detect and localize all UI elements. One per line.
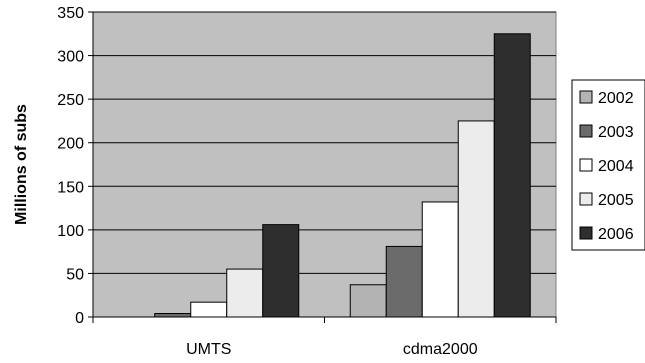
legend-label-2002: 2002 [598,90,634,107]
axes: 0 50 100 150 200 250 300 350 UMTS cdma2000 [57,5,557,358]
y-tick-label: 350 [57,5,84,22]
bar-UMTS-2004 [190,301,228,318]
y-tick-label: 100 [57,223,84,240]
y-tick-label: 0 [75,310,84,327]
bar-UMTS-2003 [154,313,192,318]
legend-swatch-2002 [579,90,593,104]
bar-cdma2000-2005 [457,120,495,318]
legend: 2002 2003 2004 2005 2006 [571,79,645,251]
y-axis-label: Millions of subs [13,104,30,225]
x-category-label: cdma2000 [403,341,478,358]
legend-swatch-2006 [579,226,593,240]
y-tick-label: 250 [57,92,84,109]
bar-cdma2000-2002 [349,284,387,318]
y-tick-label: 50 [66,266,84,283]
y-tick-label: 300 [57,49,84,66]
bar-UMTS-2005 [226,268,264,318]
legend-label-2005: 2005 [598,192,634,209]
bar-cdma2000-2006 [493,33,531,318]
legend-swatch-2004 [579,158,593,172]
legend-label-2003: 2003 [598,124,634,141]
bar-UMTS-2006 [262,224,300,318]
y-tick-label: 200 [57,136,84,153]
legend-swatch-2003 [579,124,593,138]
bars [154,33,531,318]
legend-label-2006: 2006 [598,226,634,243]
legend-label-2004: 2004 [598,158,634,175]
legend-swatch-2005 [579,192,593,206]
bar-cdma2000-2004 [421,201,459,318]
y-tick-label: 150 [57,179,84,196]
bar-cdma2000-2003 [385,245,423,318]
x-category-label: UMTS [186,341,231,358]
